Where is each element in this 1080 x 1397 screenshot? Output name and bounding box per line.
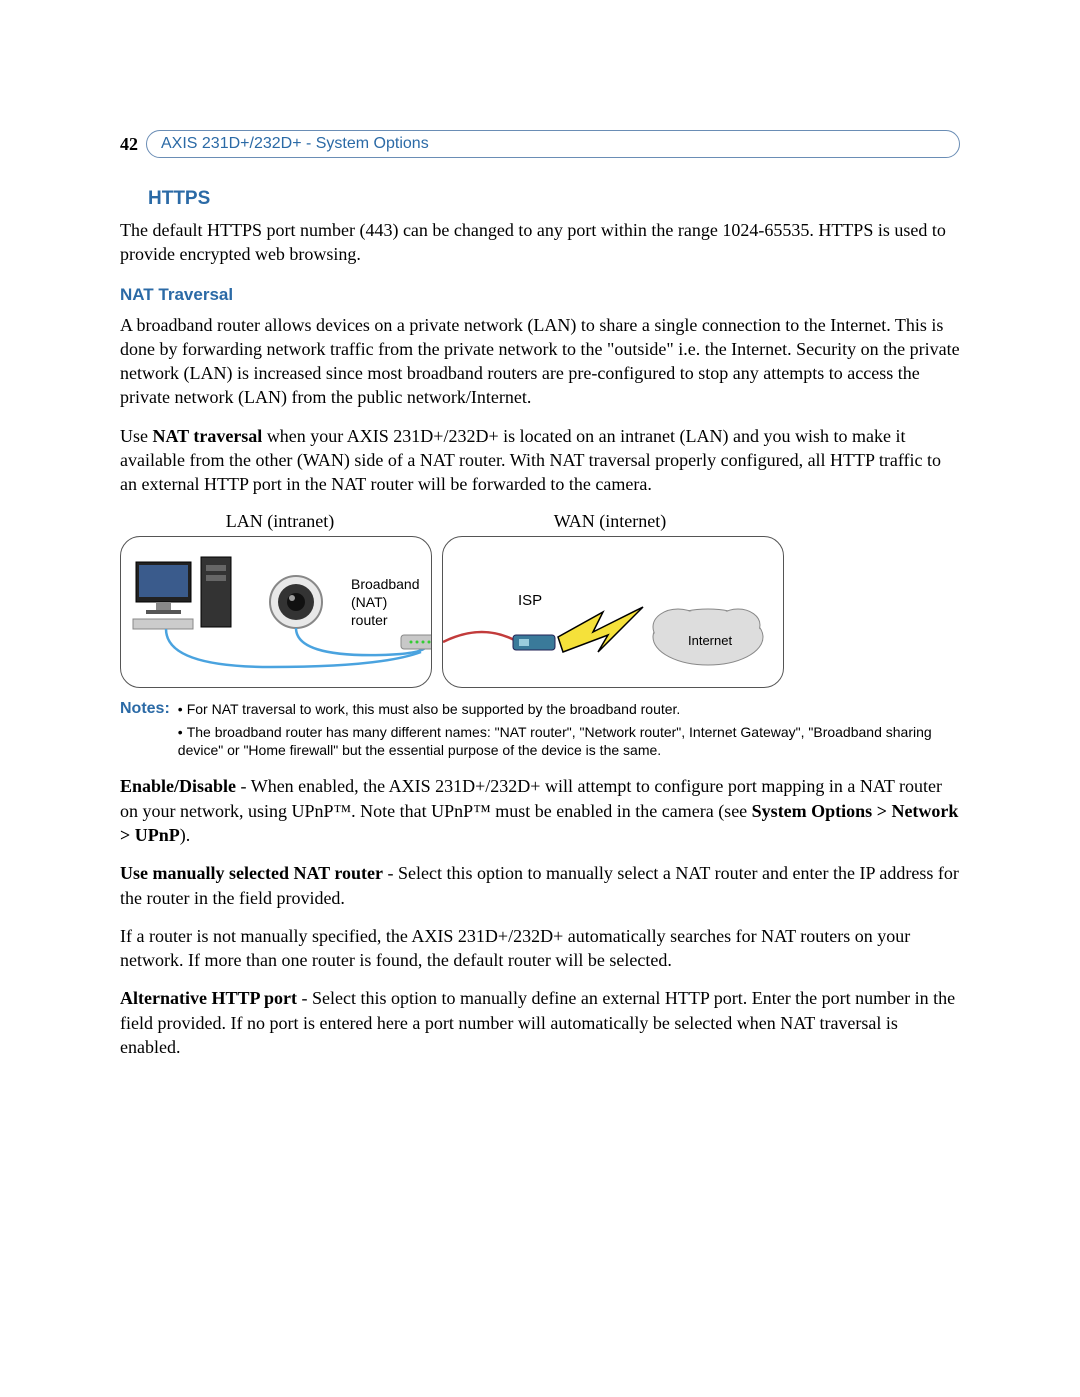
alt-bold: Alternative HTTP port: [120, 988, 297, 1008]
lan-svg: Broadband (NAT) router: [121, 537, 431, 687]
notes-list: •For NAT traversal to work, this must al…: [178, 700, 960, 765]
svg-text:router: router: [351, 612, 388, 628]
note-2-text: The broadband router has many different …: [178, 724, 932, 759]
enable-text-b: ).: [180, 825, 191, 845]
note-1-text: For NAT traversal to work, this must als…: [187, 701, 681, 717]
nat-p2-a: Use: [120, 426, 153, 446]
header-title-pill: AXIS 231D+/232D+ - System Options: [146, 130, 960, 158]
enable-disable-paragraph: Enable/Disable - When enabled, the AXIS …: [120, 774, 960, 847]
nat-diagram: LAN (intranet) WAN (internet): [120, 511, 960, 688]
wan-label: WAN (internet): [440, 511, 780, 532]
svg-text:(NAT): (NAT): [351, 594, 387, 610]
page-header: 42 AXIS 231D+/232D+ - System Options: [120, 130, 960, 158]
alt-port-paragraph: Alternative HTTP port - Select this opti…: [120, 986, 960, 1059]
wan-svg: ISP Internet: [443, 537, 783, 687]
nat-paragraph-1: A broadband router allows devices on a p…: [120, 313, 960, 410]
notes-label: Notes:: [120, 700, 170, 765]
note-item-2: •The broadband router has many different…: [178, 723, 960, 761]
note-item-1: •For NAT traversal to work, this must al…: [178, 700, 960, 719]
heading-nat-traversal: NAT Traversal: [120, 285, 960, 305]
document-page: 42 AXIS 231D+/232D+ - System Options HTT…: [0, 0, 1080, 1173]
enable-bold: Enable/Disable: [120, 776, 236, 796]
svg-text:Internet: Internet: [688, 633, 732, 648]
nat-p2-bold: NAT traversal: [153, 426, 263, 446]
lan-box: Broadband (NAT) router: [120, 536, 432, 688]
wan-box: ISP Internet: [442, 536, 784, 688]
svg-text:Broadband: Broadband: [351, 576, 420, 592]
header-title-text: AXIS 231D+/232D+ - System Options: [161, 135, 429, 152]
manual-bold: Use manually selected NAT router: [120, 863, 383, 883]
notes-block: Notes: •For NAT traversal to work, this …: [120, 700, 960, 765]
auto-search-paragraph: If a router is not manually specified, t…: [120, 924, 960, 973]
page-number: 42: [120, 134, 138, 155]
bullet-icon: •: [178, 724, 183, 740]
nat-paragraph-2: Use NAT traversal when your AXIS 231D+/2…: [120, 424, 960, 497]
bullet-icon: •: [178, 701, 183, 717]
diagram-boxes: Broadband (NAT) router: [120, 536, 960, 688]
diagram-labels: LAN (intranet) WAN (internet): [120, 511, 960, 532]
manual-router-paragraph: Use manually selected NAT router - Selec…: [120, 861, 960, 910]
https-paragraph: The default HTTPS port number (443) can …: [120, 218, 960, 267]
heading-https: HTTPS: [148, 188, 960, 210]
svg-text:ISP: ISP: [518, 592, 542, 609]
lan-label: LAN (intranet): [120, 511, 440, 532]
